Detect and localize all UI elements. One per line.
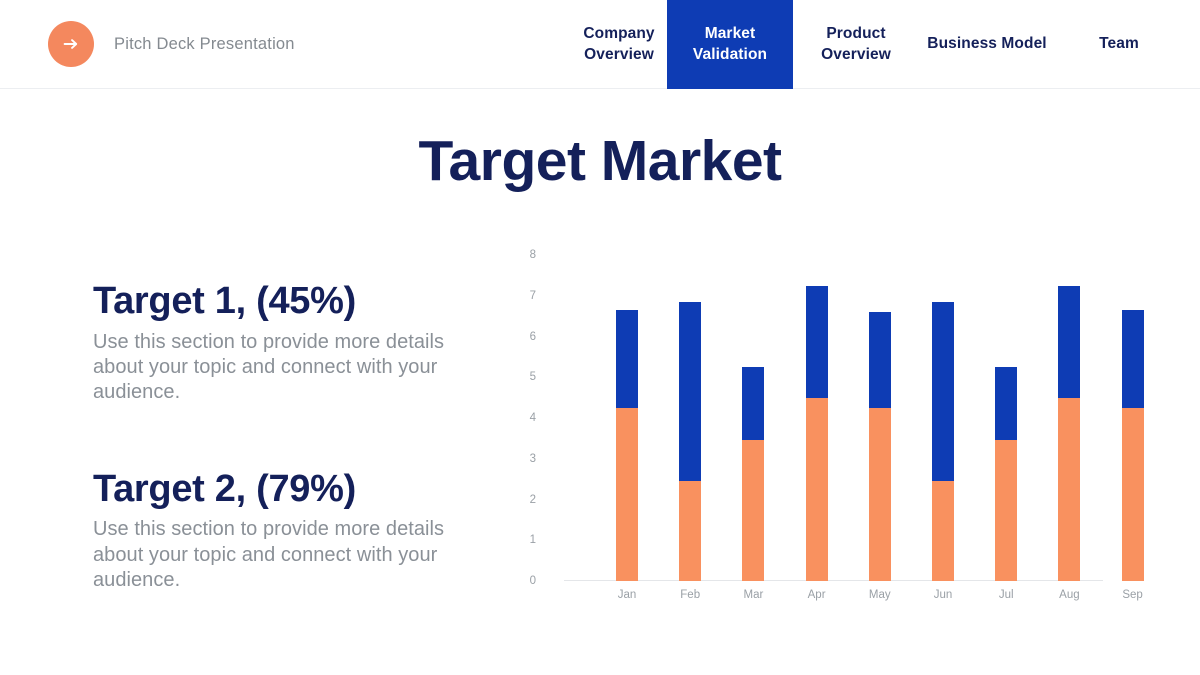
chart-bar-segment xyxy=(868,312,891,408)
page-title: Target Market xyxy=(418,129,782,193)
y-axis-tick: 8 xyxy=(529,249,536,261)
chart-bar-segment xyxy=(616,310,638,408)
chart-bar-segment xyxy=(995,367,1018,441)
brand-title: Pitch Deck Presentation xyxy=(114,34,295,53)
chart-bar-segment xyxy=(616,407,638,581)
chart-bar-group[interactable]: Feb xyxy=(679,301,702,601)
y-axis-tick: 1 xyxy=(529,534,536,547)
nav-item-business-model[interactable]: Business Model xyxy=(927,35,1047,53)
x-axis-label: Sep xyxy=(1122,589,1143,601)
chart-bar-segment xyxy=(1058,397,1081,581)
nav-item-company-overview[interactable]: Company Overview xyxy=(583,24,655,63)
targets-column: Target 1, (45%) Use this section to prov… xyxy=(93,280,463,593)
chart-bar-segment xyxy=(742,440,765,581)
chart-bar-group[interactable]: Jun xyxy=(932,301,954,601)
chart-bar-group[interactable]: Jan xyxy=(616,310,638,601)
y-axis-tick: 0 xyxy=(529,575,536,587)
chart-bar-segment xyxy=(1121,407,1144,581)
chart-bar-segment xyxy=(932,481,954,581)
chart-bar-segment xyxy=(932,301,954,482)
chart-bar-segment xyxy=(995,440,1018,581)
x-axis-label: Feb xyxy=(680,589,701,601)
y-axis-tick: 4 xyxy=(529,412,536,424)
x-axis-label: Apr xyxy=(807,589,826,601)
chart-bar-group[interactable]: Aug xyxy=(1058,285,1081,601)
target-1-body: Use this section to provide more details… xyxy=(93,330,445,404)
chart-bar-segment xyxy=(805,397,828,581)
x-axis-label: Jan xyxy=(617,589,637,601)
nav-item-team[interactable]: Team xyxy=(1099,35,1139,53)
chart-bar-segment xyxy=(1058,285,1081,398)
chart-bar-group[interactable]: May xyxy=(868,312,891,601)
chart-bar-group[interactable]: Sep xyxy=(1121,310,1144,601)
brand[interactable]: Pitch Deck Presentation xyxy=(48,21,295,67)
chart-bar-segment xyxy=(679,301,702,482)
x-axis-label: Aug xyxy=(1059,589,1080,601)
target-block-1: Target 1, (45%) Use this section to prov… xyxy=(93,280,463,406)
x-axis-label: Mar xyxy=(743,589,764,601)
chart-bar-segment xyxy=(868,407,891,581)
target-2-heading: Target 2, (79%) xyxy=(93,467,356,510)
chart-bar-segment xyxy=(805,285,828,398)
y-axis-tick: 5 xyxy=(529,371,536,384)
y-axis-tick: 2 xyxy=(529,493,536,506)
chart-x-axis-line xyxy=(564,580,1103,581)
target-block-2: Target 2, (79%) Use this section to prov… xyxy=(93,468,463,594)
x-axis-label: May xyxy=(868,589,891,601)
chart-plot-area: Jan Feb Mar Apr May Jun Jul Aug Sep xyxy=(564,255,1144,605)
chart-bar-group[interactable]: Apr xyxy=(805,285,828,601)
x-axis-label: Jun xyxy=(933,589,953,601)
stacked-bar-chart: 0 1 2 3 4 5 6 7 8 Jan Feb Mar Apr May Jun Jul Aug Sep xyxy=(512,249,1144,605)
chart-bar-segment xyxy=(742,367,765,441)
target-2-body: Use this section to provide more details… xyxy=(93,518,445,592)
y-axis-tick: 6 xyxy=(529,330,536,343)
chart-bar-segment xyxy=(1121,310,1144,408)
nav-item-market-validation[interactable]: Market Validation xyxy=(667,0,793,89)
target-1-heading: Target 1, (45%) xyxy=(93,280,356,322)
header-bar: Pitch Deck Presentation Company Overview… xyxy=(0,0,1200,89)
nav-item-product-overview[interactable]: Product Overview xyxy=(821,24,891,63)
chart-bar-segment xyxy=(679,481,702,581)
y-axis-tick: 7 xyxy=(529,289,536,302)
x-axis-label: Jul xyxy=(998,589,1014,601)
arrow-right-icon xyxy=(48,21,94,67)
main-nav: Company Overview Market Validation Produ… xyxy=(540,0,1200,89)
y-axis-tick: 3 xyxy=(529,452,536,465)
chart-bar-group[interactable]: Jul xyxy=(995,367,1018,601)
chart-bar-group[interactable]: Mar xyxy=(742,367,765,601)
